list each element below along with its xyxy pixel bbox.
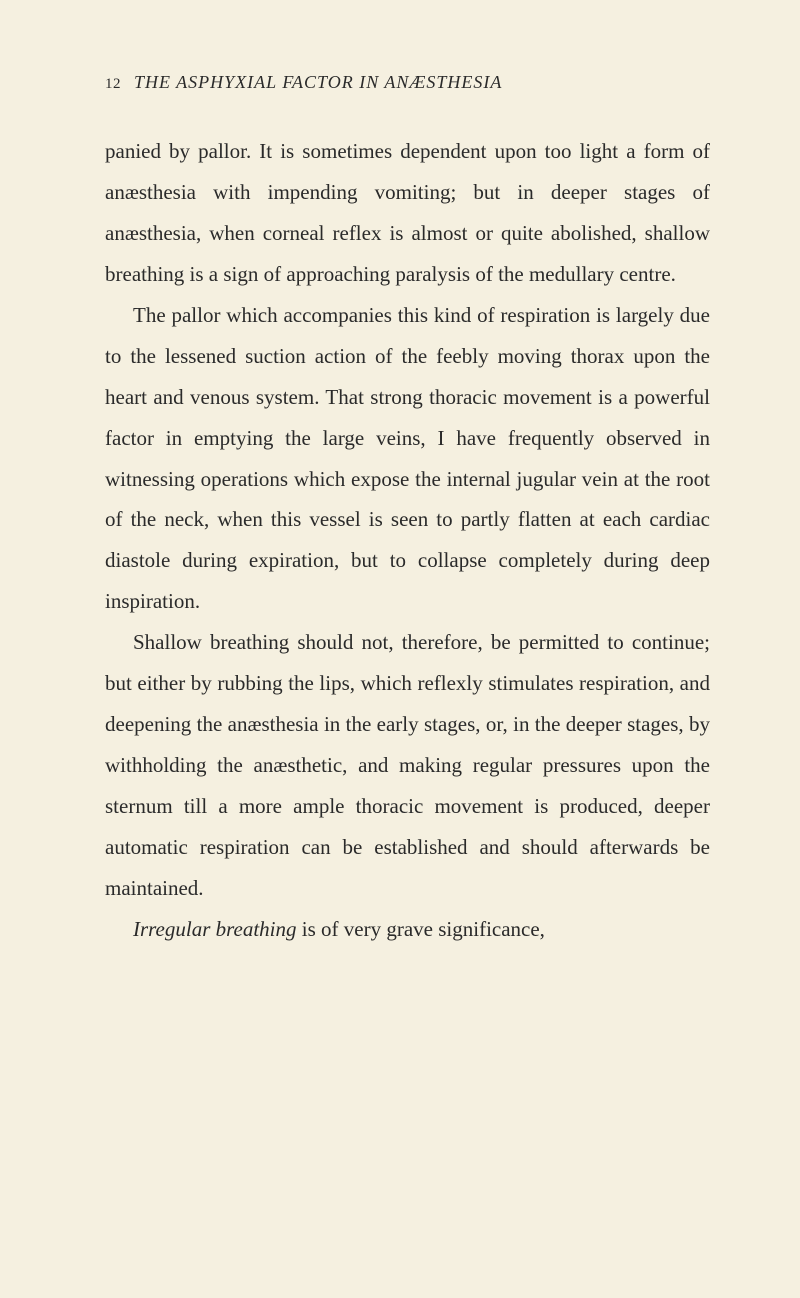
paragraph-2: The pallor which accompanies this kind o…: [105, 295, 710, 623]
paragraph-4-rest: is of very grave significance,: [297, 917, 545, 941]
header-title: THE ASPHYXIAL FACTOR IN ANÆSTHESIA: [134, 72, 502, 92]
page-number: 12: [105, 76, 121, 92]
paragraph-1: panied by pallor. It is sometimes depend…: [105, 131, 710, 295]
body-text: panied by pallor. It is sometimes depend…: [105, 131, 710, 950]
paragraph-3: Shallow breathing should not, therefore,…: [105, 622, 710, 909]
italic-phrase: Irregular breathing: [133, 917, 297, 941]
page-header: 12 THE ASPHYXIAL FACTOR IN ANÆSTHESIA: [105, 72, 710, 93]
paragraph-4: Irregular breathing is of very grave sig…: [105, 909, 710, 950]
